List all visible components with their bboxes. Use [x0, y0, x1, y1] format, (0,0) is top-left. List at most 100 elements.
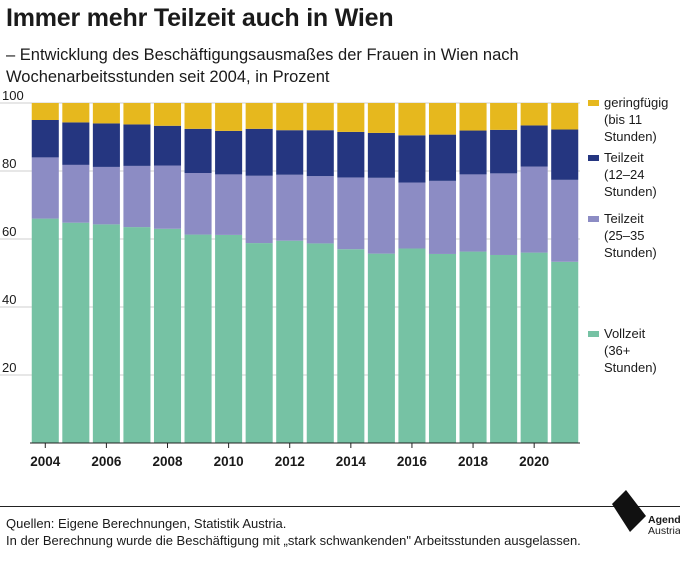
legend-swatch-series-2 — [588, 155, 599, 161]
logo-text-austria: Austria — [648, 525, 680, 537]
bar-segment-2009-series-0 — [184, 234, 212, 443]
y-tick-label: 60 — [2, 224, 16, 239]
chart-subtitle: – Entwicklung des Beschäftigungsausmaßes… — [6, 46, 519, 86]
chart-title: Immer mehr Teilzeit auch in Wien — [6, 4, 394, 32]
bar-segment-2008-series-0 — [153, 228, 182, 443]
y-axis: 20 40 60 80 100 — [2, 88, 24, 375]
bar-segment-2019-series-1 — [490, 173, 518, 255]
bar-segment-2006-series-0 — [92, 224, 120, 443]
bar-segment-2014-series-2 — [337, 131, 365, 178]
bar-segment-2016-series-2 — [398, 135, 426, 183]
bar-segment-2020-series-2 — [520, 125, 548, 167]
bar-segment-2008-series-2 — [153, 125, 182, 166]
bar-segment-2007-series-0 — [123, 227, 151, 443]
bar-segment-2007-series-2 — [123, 124, 151, 166]
bar-segment-2007-series-3 — [123, 103, 151, 125]
y-tick-label: 80 — [2, 156, 16, 171]
bar-segment-2021-series-3 — [551, 103, 579, 130]
bar-segment-2013-series-1 — [306, 176, 334, 244]
x-tick-label: 2012 — [275, 454, 305, 469]
x-tick-label: 2020 — [519, 454, 549, 469]
legend-swatch-series-0 — [588, 331, 599, 337]
x-tick-label: 2006 — [91, 454, 122, 469]
source-note: Quellen: Eigene Berechnungen, Statistik … — [6, 515, 596, 549]
x-tick-label: 2008 — [152, 454, 183, 469]
bar-segment-2004-series-0 — [31, 218, 59, 443]
bar-segment-2015-series-2 — [367, 132, 395, 178]
logo-text-agenda: Agenda — [648, 514, 680, 526]
bar-segment-2013-series-3 — [306, 103, 334, 131]
bar-segment-2014-series-3 — [337, 103, 365, 132]
bar-segment-2020-series-0 — [520, 252, 548, 443]
bar-segment-2010-series-3 — [215, 103, 243, 131]
bar-segment-2011-series-0 — [245, 243, 273, 443]
x-tick-label: 2004 — [30, 454, 61, 469]
bar-segment-2010-series-2 — [215, 130, 243, 175]
bar-segment-2013-series-0 — [306, 243, 334, 443]
bar-segment-2005-series-0 — [62, 222, 90, 443]
bar-segment-2006-series-3 — [92, 103, 120, 124]
legend-label-series-2: Teilzeit (12–24 Stunden) — [604, 150, 657, 199]
bar-segment-2009-series-3 — [184, 103, 212, 129]
bar-segment-2004-series-3 — [31, 103, 59, 120]
bar-segment-2018-series-2 — [459, 130, 487, 175]
bar-segment-2009-series-1 — [184, 173, 212, 235]
bar-segment-2012-series-2 — [276, 130, 304, 175]
legend-label-series-3: geringfügig (bis 11 Stunden) — [604, 95, 668, 144]
bar-segment-2017-series-2 — [428, 134, 457, 181]
bar-segment-2004-series-2 — [31, 120, 59, 158]
bar-segment-2006-series-1 — [92, 166, 120, 225]
legend-label-series-1: Teilzeit (25–35 Stunden) — [604, 211, 657, 260]
bar-segment-2004-series-1 — [31, 157, 59, 219]
bar-segment-2020-series-3 — [520, 103, 548, 126]
bar-segment-2010-series-0 — [215, 234, 243, 443]
bar-segment-2011-series-3 — [245, 103, 273, 129]
bar-segment-2017-series-1 — [428, 180, 457, 254]
bar-segment-2020-series-1 — [520, 166, 548, 253]
bar-segment-2008-series-3 — [153, 103, 182, 126]
x-axis: 2004 2006 2008 2010 2012 2014 2016 2018 2020 — [30, 442, 580, 469]
bar-segment-2021-series-2 — [551, 129, 579, 180]
x-tick-label: 2016 — [397, 454, 428, 469]
bar-segment-2014-series-1 — [337, 177, 365, 250]
bar-segment-2015-series-1 — [367, 177, 395, 254]
bar-segment-2012-series-3 — [276, 103, 304, 131]
bar-segment-2006-series-2 — [92, 123, 120, 167]
bar-segment-2018-series-1 — [459, 174, 487, 252]
footer-divider — [0, 506, 680, 507]
bar-segment-2017-series-0 — [428, 253, 457, 443]
bar-segment-2016-series-1 — [398, 182, 426, 249]
bar-segment-2012-series-0 — [276, 240, 304, 443]
x-tick-label: 2018 — [458, 454, 489, 469]
bar-segment-2013-series-2 — [306, 130, 334, 177]
bar-segment-2005-series-1 — [62, 164, 90, 223]
y-tick-label: 100 — [2, 88, 24, 103]
bar-segment-2016-series-3 — [398, 103, 426, 136]
bar-segment-2019-series-2 — [490, 129, 518, 174]
agenda-austria-logo-icon — [612, 490, 646, 532]
bar-segment-2015-series-0 — [367, 253, 395, 443]
bar-segment-2018-series-3 — [459, 103, 487, 131]
y-tick-label: 40 — [2, 292, 16, 307]
bar-segment-2005-series-3 — [62, 103, 90, 123]
bar-segment-2009-series-2 — [184, 128, 212, 174]
bar-segment-2011-series-2 — [245, 128, 273, 176]
bar-segment-2018-series-0 — [459, 251, 487, 443]
bar-segment-2014-series-0 — [337, 249, 365, 443]
source-line-2: In der Berechnung wurde die Beschäftigun… — [6, 533, 581, 548]
stacked-bar-chart: 20 40 60 80 100 2004 2006 2008 2010 2012 2014 2016… — [0, 88, 668, 469]
bar-segment-2008-series-1 — [153, 165, 182, 229]
bar-segment-2021-series-0 — [551, 261, 579, 443]
legend: geringfügig (bis 11 Stunden) Teilzeit (12–24… — [588, 95, 668, 375]
bar-segment-2017-series-3 — [428, 103, 457, 135]
x-tick-label: 2014 — [336, 454, 367, 469]
bar-segment-2019-series-3 — [490, 103, 518, 130]
bar-segment-2012-series-1 — [276, 174, 304, 241]
bar-segment-2021-series-1 — [551, 179, 579, 262]
x-tick-label: 2010 — [214, 454, 244, 469]
bar-segment-2007-series-1 — [123, 165, 151, 228]
legend-swatch-series-1 — [588, 216, 599, 222]
bar-segment-2005-series-2 — [62, 122, 90, 165]
bars — [31, 103, 579, 443]
y-tick-label: 20 — [2, 360, 16, 375]
